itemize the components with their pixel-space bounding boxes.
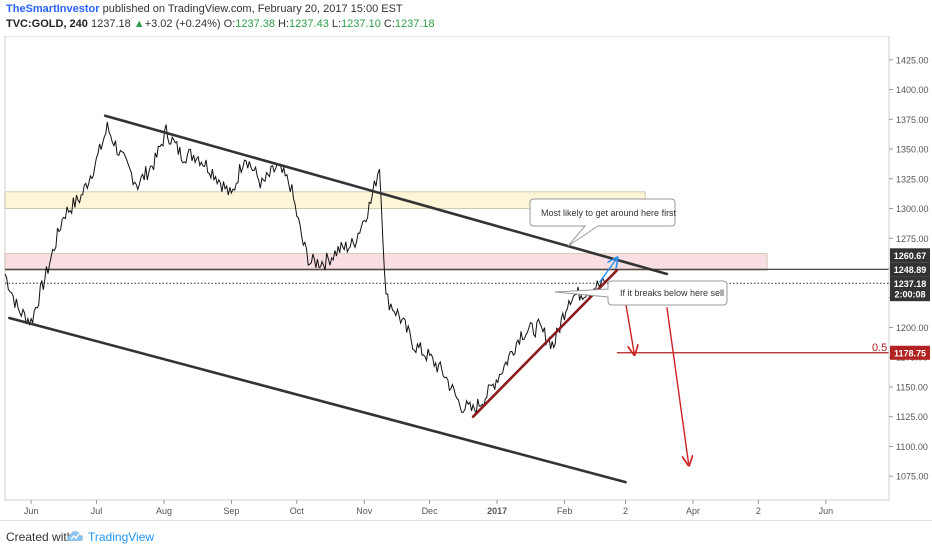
tradingview-cloud-icon[interactable]: [66, 529, 84, 543]
y-tick-label-2: 1125.00: [896, 412, 928, 422]
x-tick-label-4: Oct: [290, 506, 305, 516]
price-change: +3.02 (+0.24%): [144, 18, 221, 30]
price-series-line: [4, 121, 607, 415]
x-tick-label-3: Sep: [223, 506, 239, 516]
close-value: 1237.18: [394, 18, 435, 30]
price-chart[interactable]: Most likely to get around here first If …: [0, 36, 932, 520]
projection-arrow-0: [598, 258, 616, 283]
x-tick-label-6: Dec: [422, 506, 439, 516]
price-tag-bg-2: [890, 276, 930, 291]
zone-1: [4, 253, 768, 271]
y-tick-label-10: 1325.00: [896, 174, 929, 184]
y-tick-label-8: 1275.00: [896, 234, 929, 244]
callout-first: Most likely to get around here first: [529, 198, 677, 247]
close-label: C:: [383, 18, 395, 30]
x-tick-label-5: Nov: [356, 506, 373, 516]
last-price: 1237.18: [90, 18, 131, 30]
y-tick-label-9: 1300.00: [896, 204, 929, 214]
y-tick-label-1: 1100.00: [896, 442, 928, 452]
price-tag-label-2: 1237.18: [894, 279, 927, 289]
trendline-0: [103, 114, 669, 276]
change-arrow-icon: ▲: [133, 18, 145, 30]
symbol-info: TVC:GOLD, 240 1237.18 ▲+3.02 (+0.24%) O:…: [6, 18, 435, 30]
open-value: 1237.38: [235, 18, 275, 30]
x-tick-label-0: Jun: [24, 506, 39, 516]
projection-arrow-2: [666, 307, 689, 464]
y-tick-label-0: 1075.00: [896, 472, 929, 482]
open-label: O:: [223, 18, 236, 30]
footer-bar: Created with TradingView: [0, 520, 932, 551]
high-value: 1237.43: [289, 18, 329, 30]
trendline-1: [8, 316, 627, 484]
x-tick-label-9: 2: [623, 506, 628, 516]
callout-sell-text: If it breaks below here sell: [620, 288, 724, 298]
price-tag-bg-3: [890, 287, 930, 302]
y-tick-label-13: 1400.00: [896, 85, 929, 95]
x-tick-label-2: Aug: [156, 506, 172, 516]
price-tag-2: 1237.18: [890, 276, 930, 291]
price-tag-3: 2:00:08: [890, 287, 930, 302]
y-tick-label-11: 1350.00: [896, 145, 929, 155]
publish-info: TheSmartInvestor published on TradingVie…: [6, 3, 403, 15]
tradingview-link[interactable]: TradingView: [88, 530, 155, 544]
low-label: L:: [331, 18, 342, 30]
fib-level-label: 0.5: [872, 342, 887, 354]
price-tag-1: 1248.89: [890, 262, 930, 277]
x-tick-label-7: 2017: [487, 506, 507, 516]
price-tag-bg-1: [890, 262, 930, 277]
x-tick-label-10: Apr: [686, 506, 700, 516]
price-tag-4: 1178.75: [890, 345, 930, 360]
published-text: published on TradingView.com, February 2…: [102, 3, 403, 15]
y-tick-label-14: 1425.00: [896, 55, 929, 65]
y-tick-label-3: 1150.00: [896, 382, 928, 392]
price-tag-bg-0: [890, 248, 930, 263]
price-tag-0: 1260.67: [890, 248, 930, 263]
chart-header: TheSmartInvestor published on TradingVie…: [0, 0, 932, 36]
callout-first-text: Most likely to get around here first: [541, 208, 677, 218]
x-tick-label-1: Jul: [91, 506, 103, 516]
x-tick-label-12: Jun: [819, 506, 834, 516]
price-tag-bg-4: [890, 345, 930, 360]
author-link[interactable]: TheSmartInvestor: [6, 3, 100, 15]
high-label: H:: [278, 18, 290, 30]
symbol-label[interactable]: TVC:GOLD, 240: [6, 18, 88, 30]
y-tick-label-12: 1375.00: [896, 115, 929, 125]
created-with-text: Created with: [6, 530, 74, 544]
callout-sell: If it breaks below here sell: [554, 280, 728, 306]
price-tag-label-0: 1260.67: [894, 251, 927, 261]
x-tick-label-11: 2: [756, 506, 761, 516]
low-value: 1237.10: [341, 18, 381, 30]
y-tick-label-5: 1200.00: [896, 323, 929, 333]
x-tick-label-8: Feb: [557, 506, 573, 516]
price-tag-label-3: 2:00:08: [894, 290, 925, 300]
price-tag-label-4: 1178.75: [894, 348, 926, 358]
price-tag-label-1: 1248.89: [894, 265, 927, 275]
